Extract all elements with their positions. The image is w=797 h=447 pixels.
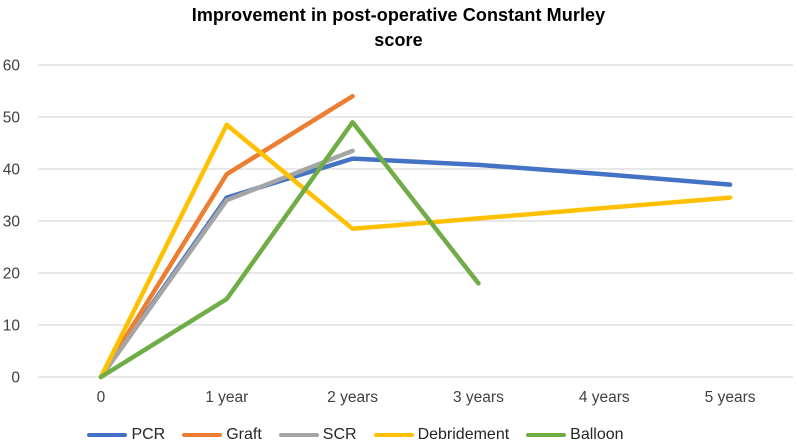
legend: PCR Graft SCR Debridement Balloon — [0, 426, 754, 444]
legend-item-graft: Graft — [182, 426, 262, 444]
legend-label-scr: SCR — [322, 426, 357, 443]
legend-swatch-debridement — [373, 432, 414, 438]
series-line-balloon — [98, 119, 481, 380]
legend-swatch-pcr — [87, 432, 128, 438]
legend-label-graft: Graft — [226, 426, 262, 443]
legend-item-debridement: Debridement — [373, 426, 510, 444]
legend-item-pcr: PCR — [87, 426, 165, 444]
legend-swatch-scr — [278, 432, 319, 438]
x-tick-label-2: 2 years — [327, 389, 378, 406]
series-line-graft — [98, 93, 355, 380]
y-tick-label-20: 20 — [3, 266, 21, 283]
legend-label-balloon: Balloon — [570, 426, 624, 443]
x-tick-label-5: 5 years — [705, 389, 756, 406]
gridlines — [38, 64, 793, 378]
legend-item-balloon: Balloon — [526, 426, 624, 444]
legend-label-pcr: PCR — [131, 426, 166, 443]
legend-item-scr: SCR — [278, 426, 357, 444]
x-tick-label-0: 0 — [97, 389, 106, 406]
x-tick-label-3: 3 years — [453, 389, 504, 406]
y-tick-label-60: 60 — [3, 58, 21, 75]
y-axis-tick-labels: 0 10 20 30 40 50 60 — [3, 58, 21, 387]
series-line-scr — [98, 148, 355, 380]
y-tick-label-50: 50 — [3, 110, 21, 127]
y-tick-label-30: 30 — [3, 214, 21, 231]
legend-label-debridement: Debridement — [417, 426, 510, 443]
chart-title: Improvement in post-operative Constant M… — [191, 5, 606, 50]
series-line-debridement — [98, 122, 733, 380]
legend-swatch-graft — [182, 432, 223, 438]
x-axis-tick-labels: 0 1 year 2 years 3 years 4 years 5 years — [97, 389, 756, 406]
y-tick-label-40: 40 — [3, 162, 21, 179]
x-tick-label-1: 1 year — [205, 389, 248, 406]
y-tick-label-0: 0 — [11, 370, 20, 387]
legend-swatch-balloon — [526, 432, 567, 438]
y-tick-label-10: 10 — [3, 318, 21, 335]
series-lines — [98, 93, 733, 380]
x-tick-label-4: 4 years — [579, 389, 630, 406]
